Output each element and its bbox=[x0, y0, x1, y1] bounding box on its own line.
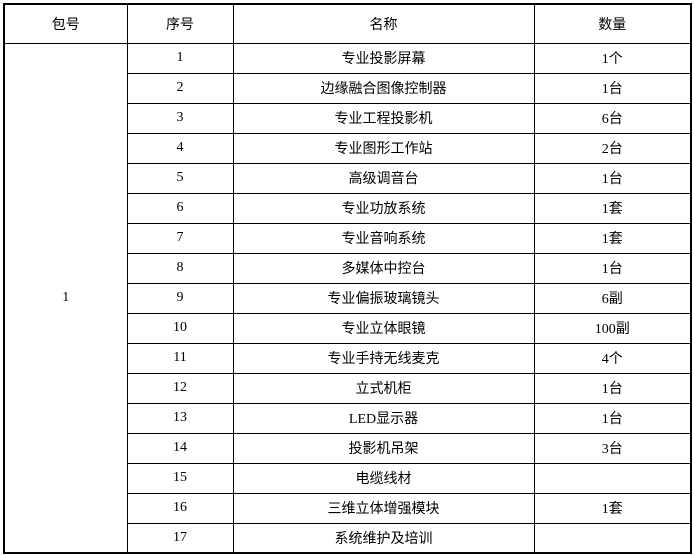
table-row: 17 系统维护及培训 bbox=[4, 522, 692, 554]
item-name-cell: 专业图形工作站 bbox=[232, 132, 535, 164]
serial-no-cell: 9 bbox=[126, 282, 234, 314]
quantity-cell: 100副 bbox=[533, 312, 692, 344]
quantity-cell bbox=[533, 522, 692, 554]
item-name-cell: 多媒体中控台 bbox=[232, 252, 535, 284]
serial-no-cell: 14 bbox=[126, 432, 234, 464]
serial-no-cell: 12 bbox=[126, 372, 234, 404]
item-name-cell: 电缆线材 bbox=[232, 462, 535, 494]
table-row: 15 电缆线材 bbox=[4, 462, 692, 494]
item-name-cell: 专业手持无线麦克 bbox=[232, 342, 535, 374]
item-name-cell: 专业立体眼镜 bbox=[232, 312, 535, 344]
serial-no-cell: 13 bbox=[126, 402, 234, 434]
quantity-cell: 1台 bbox=[533, 252, 692, 284]
header-package-no: 包号 bbox=[3, 3, 128, 44]
quantity-cell: 1套 bbox=[533, 222, 692, 254]
item-name-cell: 边缘融合图像控制器 bbox=[232, 72, 535, 104]
serial-no-cell: 8 bbox=[126, 252, 234, 284]
quantity-cell bbox=[533, 462, 692, 494]
item-name-cell: 立式机柜 bbox=[232, 372, 535, 404]
item-name-cell: 三维立体增强模块 bbox=[232, 492, 535, 524]
item-name-cell: 投影机吊架 bbox=[232, 432, 535, 464]
serial-no-cell: 15 bbox=[126, 462, 234, 494]
header-quantity: 数量 bbox=[533, 3, 692, 44]
quantity-cell: 1台 bbox=[533, 72, 692, 104]
table-row: 14 投影机吊架 3台 bbox=[4, 432, 692, 464]
serial-no-cell: 2 bbox=[126, 72, 234, 104]
serial-no-cell: 11 bbox=[126, 342, 234, 374]
serial-no-cell: 17 bbox=[126, 522, 234, 554]
quantity-cell: 1个 bbox=[533, 42, 692, 74]
quantity-cell: 1台 bbox=[533, 402, 692, 434]
quantity-cell: 1台 bbox=[533, 162, 692, 194]
table-row: 8 多媒体中控台 1台 bbox=[4, 252, 692, 284]
table-row: 10 专业立体眼镜 100副 bbox=[4, 312, 692, 344]
item-name-cell: 高级调音台 bbox=[232, 162, 535, 194]
quantity-cell: 4个 bbox=[533, 342, 692, 374]
serial-no-cell: 3 bbox=[126, 102, 234, 134]
quantity-cell: 1台 bbox=[533, 372, 692, 404]
quantity-cell: 6台 bbox=[533, 102, 692, 134]
table-row: 13 LED显示器 1台 bbox=[4, 402, 692, 434]
quantity-cell: 3台 bbox=[533, 432, 692, 464]
table-row: 6 专业功放系统 1套 bbox=[4, 192, 692, 224]
header-serial-no: 序号 bbox=[126, 3, 234, 44]
item-name-cell: 专业投影屏幕 bbox=[232, 42, 535, 74]
quantity-cell: 6副 bbox=[533, 282, 692, 314]
table-row: 3 专业工程投影机 6台 bbox=[4, 102, 692, 134]
quantity-cell: 1套 bbox=[533, 192, 692, 224]
table-row: 1 1 专业投影屏幕 1个 bbox=[3, 42, 692, 554]
item-name-cell: 专业音响系统 bbox=[232, 222, 535, 254]
serial-no-cell: 1 bbox=[126, 42, 234, 74]
equipment-list-table: 包号 序号 名称 数量 1 1 专业投影屏幕 1个 2 边缘融合图像控制器 1台 3 专业工程投… bbox=[3, 3, 692, 554]
item-name-cell: LED显示器 bbox=[232, 402, 535, 434]
item-name-cell: 系统维护及培训 bbox=[232, 522, 535, 554]
item-name-cell: 专业偏振玻璃镜头 bbox=[232, 282, 535, 314]
item-name-cell: 专业功放系统 bbox=[232, 192, 535, 224]
table-row: 11 专业手持无线麦克 4个 bbox=[4, 342, 692, 374]
package-no-cell: 1 bbox=[3, 42, 128, 554]
serial-no-cell: 10 bbox=[126, 312, 234, 344]
serial-no-cell: 4 bbox=[126, 132, 234, 164]
table-row: 9 专业偏振玻璃镜头 6副 bbox=[4, 282, 692, 314]
table-header-row: 包号 序号 名称 数量 bbox=[3, 3, 692, 44]
serial-no-cell: 7 bbox=[126, 222, 234, 254]
serial-no-cell: 6 bbox=[126, 192, 234, 224]
serial-no-cell: 16 bbox=[126, 492, 234, 524]
item-name-cell: 专业工程投影机 bbox=[232, 102, 535, 134]
table-row: 16 三维立体增强模块 1套 bbox=[4, 492, 692, 524]
header-item-name: 名称 bbox=[232, 3, 535, 44]
table-row: 5 高级调音台 1台 bbox=[4, 162, 692, 194]
quantity-cell: 2台 bbox=[533, 132, 692, 164]
serial-no-cell: 5 bbox=[126, 162, 234, 194]
table-body: 1 1 专业投影屏幕 1个 2 边缘融合图像控制器 1台 3 专业工程投影机 6台 4 专业图形工作站… bbox=[3, 42, 692, 554]
quantity-cell: 1套 bbox=[533, 492, 692, 524]
